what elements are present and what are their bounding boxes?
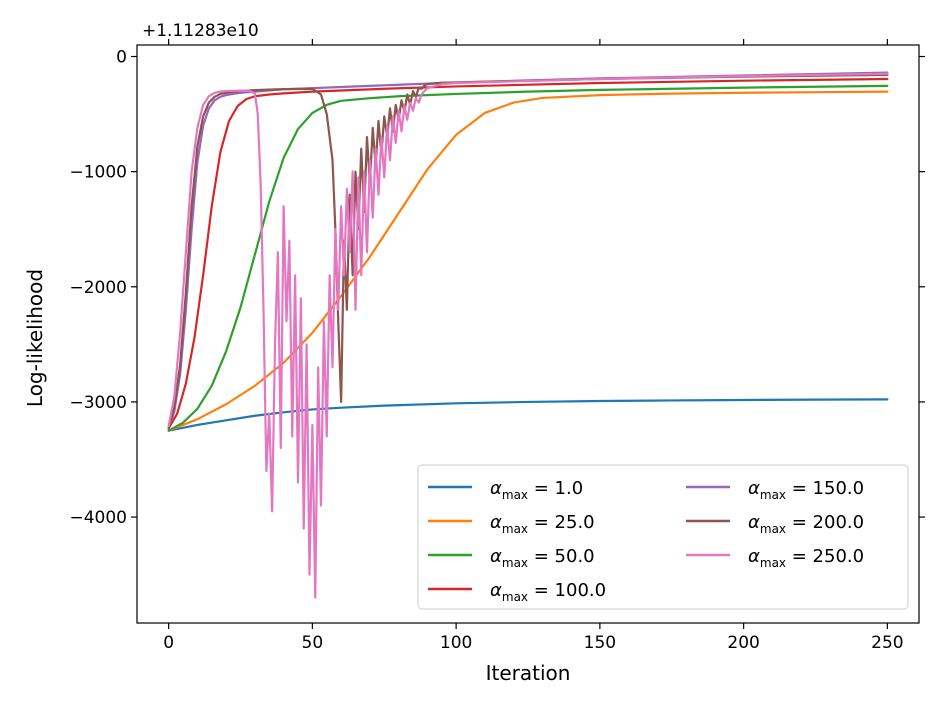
legend-label: αmax = 1.0 bbox=[490, 478, 583, 502]
y-tick-label: −4000 bbox=[69, 508, 127, 528]
y-tick-label: −2000 bbox=[69, 278, 127, 298]
x-tick-label: 150 bbox=[584, 633, 616, 653]
legend: αmax = 1.0 αmax = 25.0 αmax = 50.0 αmax = 1… bbox=[417, 464, 909, 610]
series-line-2 bbox=[167, 84, 889, 432]
x-tick-label: 0 bbox=[163, 633, 174, 653]
legend-label: αmax = 100.0 bbox=[490, 580, 606, 604]
x-axis-label: Iteration bbox=[486, 661, 571, 685]
series-line-3 bbox=[167, 77, 889, 430]
series-line-0 bbox=[167, 398, 889, 432]
axes-layer: 0 50 100 150 200 250 0 −1000 −2000 −3000 −4000 bbox=[69, 39, 925, 653]
y-offset-label: +1.11283e10 bbox=[142, 21, 259, 41]
legend-label: αmax = 250.0 bbox=[748, 546, 864, 570]
x-tick-label: 100 bbox=[440, 633, 472, 653]
y-tick-label: −1000 bbox=[69, 163, 127, 183]
series-line-4 bbox=[167, 71, 889, 430]
series-line-6 bbox=[167, 72, 889, 599]
legend-label: αmax = 50.0 bbox=[490, 546, 595, 570]
legend-label: αmax = 25.0 bbox=[490, 512, 595, 536]
x-tick-label: 200 bbox=[727, 633, 759, 653]
series-layer bbox=[167, 71, 889, 599]
legend-box bbox=[417, 464, 909, 610]
x-tick-label: 250 bbox=[871, 633, 903, 653]
plot-frame bbox=[136, 44, 920, 624]
legend-label: αmax = 150.0 bbox=[748, 478, 864, 502]
x-tick-label: 50 bbox=[302, 633, 324, 653]
series-line-5 bbox=[167, 73, 889, 430]
legend-label: αmax = 200.0 bbox=[748, 512, 864, 536]
y-axis-label: Log-likelihood bbox=[23, 269, 47, 407]
y-tick-label: −3000 bbox=[69, 393, 127, 413]
y-tick-label: 0 bbox=[116, 48, 127, 68]
series-line-1 bbox=[167, 90, 889, 432]
